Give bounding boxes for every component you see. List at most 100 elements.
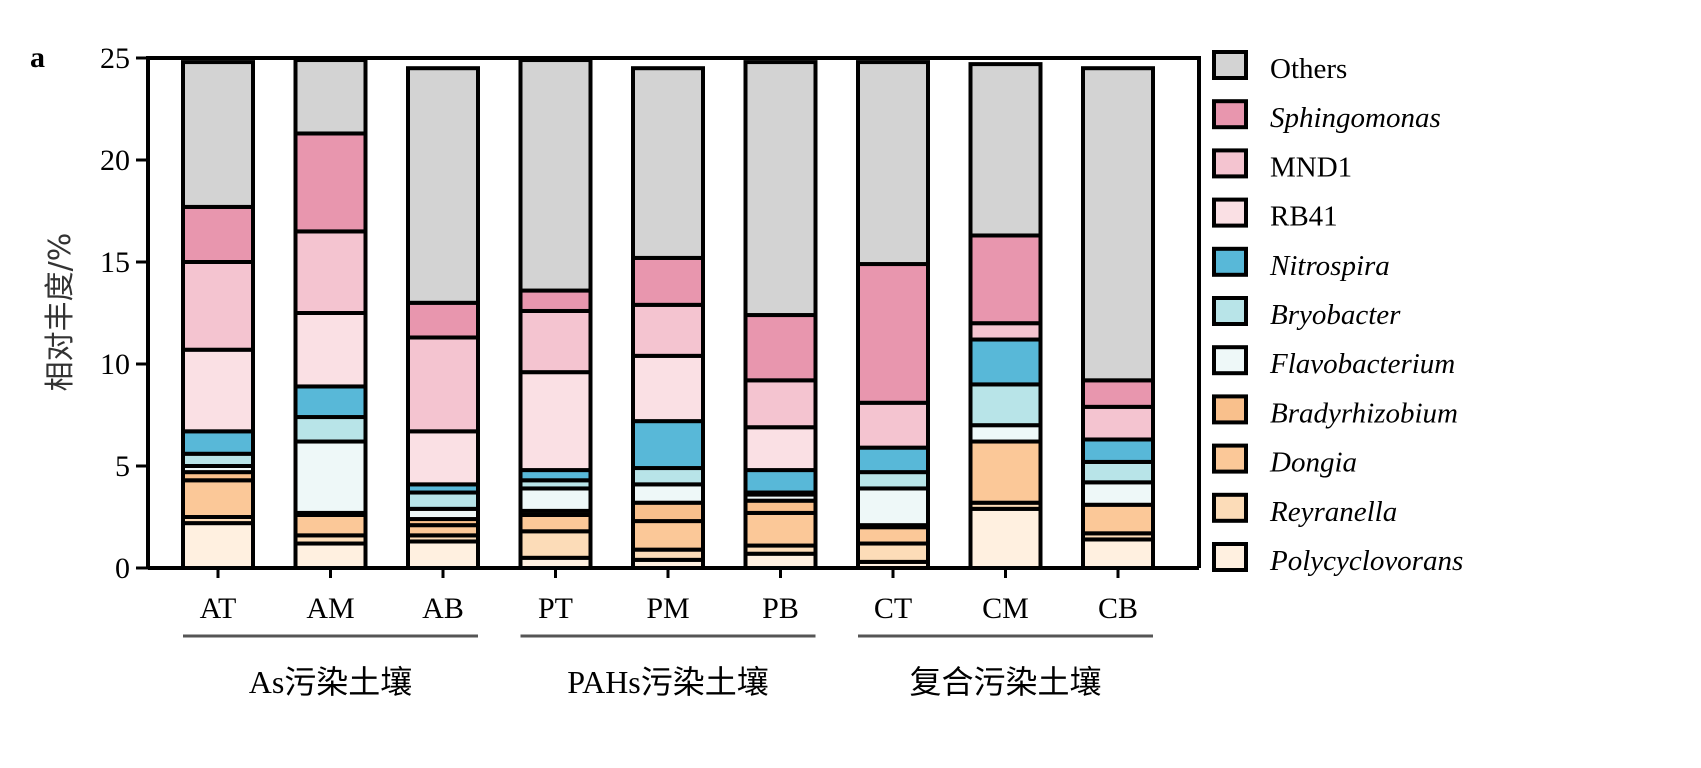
- x-tick-label-ct: CT: [874, 592, 912, 625]
- group-label-1: As污染土壤: [249, 664, 413, 700]
- bar-segment-CM-others: [968, 62, 1043, 238]
- bar-segment-CM-polycyclovorans: [968, 506, 1043, 570]
- y-tick-label: 0: [115, 552, 130, 585]
- bar-segment-AT-nitrospira: [181, 429, 255, 456]
- legend-label-nitrospira: Nitrospira: [1269, 250, 1390, 282]
- bar-segment-AB-sphingomonas: [406, 300, 480, 340]
- bar-segment-PM-sphingomonas: [631, 255, 705, 307]
- y-tick-label: 20: [100, 144, 130, 177]
- bar-segment-AM-rb41: [293, 311, 368, 389]
- legend-label-reyranella: Reyranella: [1269, 496, 1397, 528]
- legend-swatch-rb41: [1212, 197, 1248, 228]
- bar-segment-PM-bradyrhizobium: [631, 500, 705, 524]
- legend-label-rb41: RB41: [1270, 201, 1338, 233]
- bar-segment-CB-dongia: [1081, 502, 1155, 536]
- legend: Others Sphingomonas MND1 RB41 Nitrospira Bryo…: [1212, 50, 1463, 577]
- bar-segment-AB-bryobacter: [406, 490, 480, 511]
- legend-label-flavobacterium: Flavobacterium: [1269, 348, 1455, 380]
- legend-swatch-flavobacterium: [1212, 345, 1248, 376]
- bar-segment-CT-others: [856, 60, 930, 267]
- legend-label-bryobacter: Bryobacter: [1270, 299, 1401, 331]
- x-tick-label-am: AM: [306, 592, 354, 625]
- bar-segment-AT-others: [181, 60, 255, 209]
- bar-segment-CT-reyranella: [856, 541, 930, 564]
- bar-segment-AM-others: [293, 58, 368, 136]
- x-tick-label-pb: PB: [762, 592, 799, 625]
- legend-swatch-reyranella: [1212, 492, 1248, 523]
- bar-segment-PB-others: [743, 60, 818, 318]
- bar-segment-AT-dongia: [181, 478, 255, 519]
- plot-area: AT AM AB PT PM PB CT CM CB 0 5 10 15 20 25 As污染土壤 PAHs污染…: [100, 42, 1201, 700]
- legend-label-polycyclovorans: Polycyclovorans: [1269, 545, 1463, 577]
- y-tick-label: 5: [115, 450, 130, 483]
- legend-swatch-bradyrhizobium: [1212, 394, 1248, 425]
- group-label-2: PAHs污染土壤: [567, 664, 769, 700]
- bar-segment-CT-bryobacter: [856, 470, 930, 491]
- bar-segment-AB-others: [406, 66, 480, 305]
- bar-segment-CM-nitrospira: [968, 337, 1043, 387]
- legend-label-sphingomonas: Sphingomonas: [1270, 102, 1441, 134]
- legend-swatch-mnd1: [1212, 148, 1248, 179]
- bar-segment-PM-nitrospira: [631, 419, 705, 471]
- bar-segment-PM-rb41: [631, 353, 705, 424]
- bar-segment-PB-polycyclovorans: [743, 551, 818, 570]
- bar-segment-PT-reyranella: [518, 529, 593, 560]
- bar-segment-AB-rb41: [406, 429, 480, 487]
- bar-segment-PT-dongia: [518, 512, 593, 534]
- bar-segment-PB-nitrospira: [743, 468, 818, 495]
- y-tick-label: 10: [100, 348, 130, 381]
- bar-segment-CB-flavobacterium: [1081, 480, 1155, 507]
- legend-label-mnd1: MND1: [1270, 151, 1352, 183]
- bar-segment-AM-flavobacterium: [293, 439, 368, 515]
- bar-segment-PT-sphingomonas: [518, 288, 593, 313]
- bar-segment-AT-mnd1: [181, 260, 255, 352]
- bar-segment-AM-polycyclovorans: [293, 541, 368, 571]
- bar-segment-PT-mnd1: [518, 308, 593, 375]
- y-tick-label: 15: [100, 246, 130, 279]
- bar-segment-CT-sphingomonas: [856, 262, 930, 405]
- bar-segment-PM-dongia: [631, 519, 705, 552]
- bar-segment-CT-flavobacterium: [856, 486, 930, 528]
- bar-segment-CB-polycyclovorans: [1081, 537, 1155, 571]
- bar-segment-AT-polycyclovorans: [181, 521, 255, 570]
- bar-segment-AT-sphingomonas: [181, 204, 255, 264]
- bar-segment-CM-flavobacterium: [968, 423, 1043, 444]
- legend-label-dongia: Dongia: [1269, 447, 1357, 479]
- x-tick-label-at: AT: [200, 592, 237, 625]
- bar-segment-CB-nitrospira: [1081, 437, 1155, 464]
- x-tick-label-cm: CM: [982, 592, 1029, 625]
- bar-segment-PB-sphingomonas: [743, 313, 818, 383]
- bar-segment-PB-dongia: [743, 510, 818, 548]
- bar-segment-CT-mnd1: [856, 400, 930, 450]
- bar-segment-AM-mnd1: [293, 229, 368, 315]
- legend-swatch-nitrospira: [1212, 246, 1248, 277]
- bar-segment-CB-bryobacter: [1081, 459, 1155, 485]
- bar-segment-CT-nitrospira: [856, 445, 930, 475]
- y-tick-label: 25: [100, 42, 130, 75]
- bar-segment-AM-dongia: [293, 512, 368, 538]
- x-tick-label-cb: CB: [1098, 592, 1138, 625]
- legend-swatch-sphingomonas: [1212, 99, 1248, 130]
- bar-segment-CM-dongia: [968, 439, 1043, 505]
- bar-segment-AM-bryobacter: [293, 415, 368, 444]
- bar-segment-AM-sphingomonas: [293, 131, 368, 234]
- bar-segment-PB-mnd1: [743, 378, 818, 430]
- bar-segment-CB-mnd1: [1081, 404, 1155, 442]
- legend-label-others: Others: [1270, 53, 1347, 85]
- legend-swatch-polycyclovorans: [1212, 542, 1248, 572]
- group-label-3: 复合污染土壤: [909, 664, 1101, 700]
- bar-segment-AT-rb41: [181, 347, 255, 434]
- x-tick-label-pm: PM: [646, 592, 689, 625]
- y-axis-label: 相对丰度/%: [43, 233, 78, 392]
- legend-swatch-dongia: [1212, 443, 1248, 474]
- legend-swatch-bryobacter: [1212, 296, 1248, 326]
- bar-segment-PM-bryobacter: [631, 466, 705, 487]
- legend-label-bradyrhizobium: Bradyrhizobium: [1270, 397, 1458, 429]
- bar-segment-AB-mnd1: [406, 335, 480, 434]
- bar-segment-CM-bryobacter: [968, 382, 1043, 428]
- bar-segment-PM-mnd1: [631, 302, 705, 358]
- bar-segment-CM-mnd1: [968, 321, 1043, 342]
- bar-segment-AM-nitrospira: [293, 384, 368, 420]
- bar-segment-CT-dongia: [856, 525, 930, 546]
